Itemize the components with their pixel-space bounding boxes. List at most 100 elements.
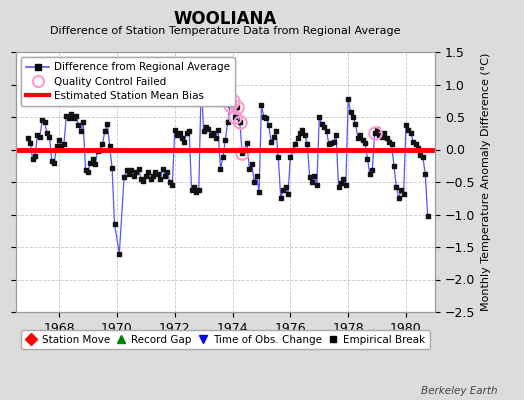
Point (238, 150, 246, 156)
Point (315, 114, 323, 120)
Point (79, 119, 88, 126)
Point (390, 162, 398, 169)
Point (219, 154, 227, 160)
Point (64, 115, 73, 122)
Point (265, 122, 273, 128)
Point (380, 130, 388, 136)
Point (103, 120, 112, 127)
Point (216, 166, 225, 172)
Point (281, 184, 290, 190)
Point (262, 115, 270, 122)
Point (260, 114, 268, 120)
Point (310, 172, 319, 179)
Point (214, 127, 222, 133)
Point (173, 132, 181, 138)
Point (62, 112, 71, 119)
Point (332, 132, 340, 138)
Point (298, 127, 307, 133)
Point (337, 180, 345, 186)
Point (358, 136, 367, 143)
Point (378, 133, 386, 140)
Point (320, 124, 329, 130)
Point (176, 130, 184, 136)
Point (141, 172, 150, 179)
Point (322, 128, 331, 134)
Point (139, 178, 148, 184)
Point (194, 186, 203, 193)
Y-axis label: Monthly Temperature Anomaly Difference (°C): Monthly Temperature Anomaly Difference (… (481, 53, 490, 311)
Point (342, 182, 350, 188)
Point (383, 134, 391, 141)
Point (250, 179, 258, 185)
Point (361, 140, 369, 146)
Point (31, 153, 39, 159)
Point (257, 102, 266, 108)
Point (188, 186, 196, 193)
Point (127, 167, 136, 174)
Point (200, 128, 208, 134)
Point (146, 176, 155, 182)
Point (325, 141, 333, 148)
Point (253, 172, 261, 179)
Point (402, 122, 410, 128)
Point (86, 159, 95, 166)
Point (397, 186, 406, 193)
Point (132, 169, 140, 176)
Point (89, 156, 97, 162)
Point (137, 176, 145, 182)
Point (206, 132, 215, 138)
Point (289, 146, 297, 153)
Point (202, 124, 210, 130)
Point (416, 152, 424, 158)
Point (233, 104, 242, 110)
Point (57, 143, 66, 150)
Point (291, 141, 299, 148)
Point (91, 160, 100, 167)
Point (192, 188, 201, 195)
Point (387, 141, 396, 148)
Point (129, 172, 138, 179)
Point (373, 126, 381, 132)
Point (134, 166, 143, 172)
Text: WOOLIANA: WOOLIANA (173, 10, 277, 28)
Point (74, 122, 83, 128)
Point (243, 140, 251, 146)
Point (38, 117, 47, 124)
Point (26, 140, 35, 146)
Point (161, 172, 169, 179)
Point (277, 195, 285, 202)
Point (209, 130, 217, 136)
Point (301, 132, 309, 138)
Point (84, 169, 92, 176)
Point (226, 102, 234, 108)
Point (190, 184, 198, 190)
Point (96, 146, 104, 153)
Point (60, 141, 68, 148)
Point (170, 127, 179, 133)
Point (407, 130, 415, 136)
Point (28, 156, 37, 162)
Legend: Station Move, Record Gap, Time of Obs. Change, Empirical Break: Station Move, Record Gap, Time of Obs. C… (21, 330, 430, 349)
Point (122, 167, 130, 174)
Point (111, 221, 119, 228)
Point (151, 169, 160, 176)
Point (344, 96, 352, 102)
Point (180, 138, 189, 145)
Point (414, 145, 422, 151)
Point (24, 134, 32, 141)
Point (224, 119, 232, 126)
Point (185, 128, 193, 134)
Point (330, 138, 338, 145)
Point (419, 154, 427, 160)
Point (125, 171, 133, 178)
Point (36, 133, 44, 140)
Point (168, 182, 177, 188)
Point (303, 141, 311, 148)
Point (248, 160, 256, 167)
Point (120, 174, 128, 180)
Point (158, 166, 167, 172)
Point (144, 169, 152, 176)
Point (392, 184, 400, 190)
Point (366, 171, 374, 178)
Point (313, 182, 321, 188)
